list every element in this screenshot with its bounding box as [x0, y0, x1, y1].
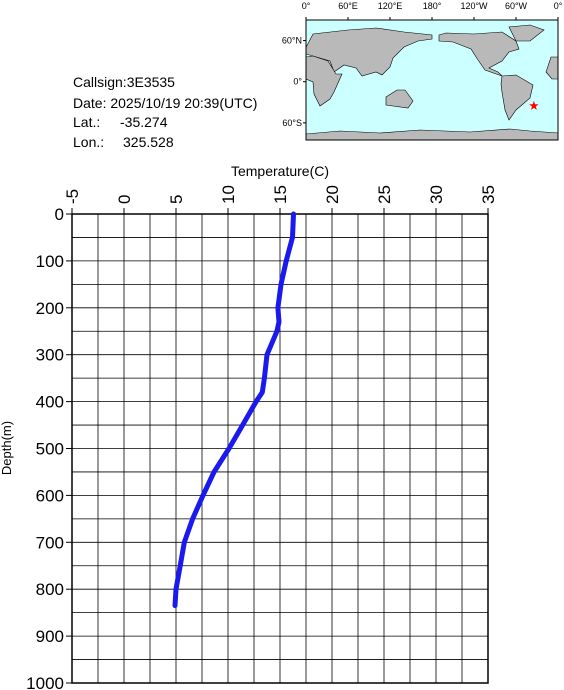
- date: Date: 2025/10/19 20:39(UTC): [73, 95, 257, 111]
- y-axis-label: Depth(m): [0, 421, 14, 475]
- temperature-profile: [172, 211, 296, 609]
- x-tick-label: 0: [115, 195, 134, 204]
- y-tick-label: 0: [55, 205, 64, 224]
- land: [385, 89, 414, 109]
- lat-label: Lat.:: [73, 114, 100, 130]
- y-tick-label: 800: [36, 580, 64, 599]
- map-lon-label: 180°: [423, 1, 442, 11]
- map-lon-label: 120°W: [460, 1, 488, 11]
- y-tick-label: 600: [36, 486, 64, 505]
- y-tick-label: 100: [36, 252, 64, 271]
- x-axis-label: Temperature(C): [231, 163, 329, 179]
- lon-label: Lon.:: [73, 134, 104, 150]
- x-tick-label: -5: [63, 189, 82, 204]
- map-lon-label: 0°: [302, 1, 311, 11]
- y-tick-label: 400: [36, 393, 64, 412]
- x-tick-label: 15: [271, 185, 290, 204]
- land: [306, 27, 433, 77]
- land: [508, 24, 545, 42]
- y-tick-label: 300: [36, 346, 64, 365]
- map-lon-label: 120°E: [378, 1, 403, 11]
- land: [438, 31, 520, 77]
- map-lon-label: 0°: [554, 1, 563, 11]
- land: [500, 74, 534, 121]
- y-tick-label: 1000: [26, 674, 64, 690]
- float-position: [529, 100, 539, 110]
- x-tick-label: 10: [219, 185, 238, 204]
- y-tick-label: 200: [36, 299, 64, 318]
- x-tick-label: 25: [375, 185, 394, 204]
- map-lat-label: 60°S: [282, 118, 302, 128]
- x-tick-label: 30: [427, 185, 446, 204]
- y-tick-label: 500: [36, 440, 64, 459]
- x-tick-label: 20: [323, 185, 342, 204]
- map: 0° 60°E 120°E 180° 120°W 60°W 0° 60°N 0° 60°S: [282, 1, 563, 141]
- land: [306, 128, 558, 140]
- x-tick-label: 5: [167, 195, 186, 204]
- lat: -35.274: [120, 114, 168, 130]
- map-lon-label: 60°W: [505, 1, 528, 11]
- map-lon-label: 60°E: [338, 1, 358, 11]
- y-tick-label: 700: [36, 533, 64, 552]
- land: [306, 55, 343, 107]
- land: [545, 56, 558, 80]
- x-tick-label: 35: [479, 185, 498, 204]
- map-lat-label: 60°N: [282, 36, 302, 46]
- lon: 325.528: [123, 134, 174, 150]
- y-tick-label: 900: [36, 627, 64, 646]
- callsign: Callsign:3E3535: [73, 74, 175, 90]
- map-lat-label: 0°: [293, 77, 302, 87]
